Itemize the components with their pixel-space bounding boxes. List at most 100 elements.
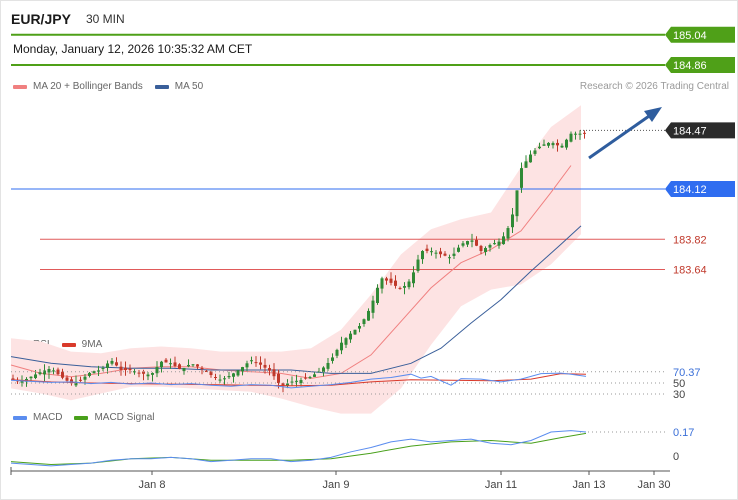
candle-body xyxy=(155,366,159,374)
rsi-ma-legend-label: 9MA xyxy=(81,339,103,350)
ma50-line xyxy=(10,225,582,374)
candle xyxy=(443,251,447,257)
level-tag-label: 185.04 xyxy=(673,30,707,42)
candle-body xyxy=(263,364,267,368)
candle xyxy=(313,372,316,378)
candle-body xyxy=(286,383,289,386)
candle-body xyxy=(47,369,51,373)
candle xyxy=(272,363,276,380)
candle-body xyxy=(106,363,109,369)
candle xyxy=(542,139,546,146)
candle xyxy=(74,375,78,387)
candle-body xyxy=(578,133,582,135)
candle-body xyxy=(380,278,384,289)
candle xyxy=(349,330,352,343)
candle xyxy=(551,141,555,149)
candle-body xyxy=(92,371,96,374)
candle-body xyxy=(412,272,415,284)
candle-body xyxy=(515,190,519,217)
candle xyxy=(124,361,127,376)
candle xyxy=(187,359,190,368)
candle xyxy=(295,374,298,387)
candle-body xyxy=(79,379,82,381)
legend-item-rsi-ma: 9MA xyxy=(61,339,103,350)
candle-body xyxy=(133,371,136,373)
candle xyxy=(511,208,514,234)
price-panel: 185.04 184.86 184.47 184.12 183.82 183.64 xyxy=(10,26,735,414)
candle xyxy=(61,368,64,380)
candle xyxy=(331,353,334,364)
candle xyxy=(119,361,123,376)
candle xyxy=(367,308,370,321)
candle xyxy=(430,247,433,256)
candle xyxy=(448,254,451,264)
candle-body xyxy=(304,377,307,379)
candle xyxy=(340,336,343,355)
candle xyxy=(232,372,235,383)
rsi-level-label-0: 70.37 xyxy=(673,367,701,379)
candle xyxy=(538,142,541,150)
candle-body xyxy=(101,367,105,369)
candle-body xyxy=(439,251,442,255)
candle xyxy=(146,372,150,381)
macd-swatch xyxy=(13,415,27,420)
candle-body xyxy=(20,381,24,383)
candle-body xyxy=(160,361,163,368)
candle xyxy=(416,254,420,273)
candle xyxy=(151,372,154,382)
candle xyxy=(164,357,168,363)
ma20-swatch xyxy=(13,84,27,89)
candle-body xyxy=(110,360,114,364)
candle xyxy=(403,282,406,295)
candle-body xyxy=(151,373,154,375)
candle-body xyxy=(479,245,483,252)
candle-body xyxy=(115,362,118,366)
candle-body xyxy=(565,139,568,148)
candle xyxy=(385,276,388,285)
candle-body xyxy=(466,241,469,245)
candles xyxy=(11,130,586,393)
timeframe-label: 30 MIN xyxy=(86,12,125,26)
candle-body xyxy=(452,253,456,256)
ma50-legend-label: MA 50 xyxy=(174,81,204,92)
candle-body xyxy=(173,362,177,366)
candle xyxy=(223,376,226,385)
candle-body xyxy=(70,379,73,384)
candle xyxy=(65,375,69,382)
candle-body xyxy=(470,240,474,242)
candle-body xyxy=(259,362,262,365)
candle xyxy=(137,369,141,378)
candle-body xyxy=(340,342,343,351)
symbol-title: EUR/JPY xyxy=(11,11,71,27)
candle xyxy=(200,365,204,375)
candle xyxy=(578,130,582,140)
candle-body xyxy=(43,370,46,375)
candle-body xyxy=(56,369,60,375)
x-tick-label-0: Jan 8 xyxy=(139,479,166,491)
candle-body xyxy=(362,319,366,325)
candle xyxy=(452,247,456,259)
candle xyxy=(290,376,294,386)
level-tag-0: 185.04 xyxy=(665,26,735,43)
candle xyxy=(173,356,177,368)
candle-body xyxy=(290,381,294,383)
candle-body xyxy=(497,241,501,246)
candle xyxy=(421,250,424,264)
candle xyxy=(191,363,195,367)
macd-signal-legend-label: MACD Signal xyxy=(94,412,155,423)
candle-body xyxy=(65,377,69,381)
candle xyxy=(569,131,573,143)
rsi-ma-line xyxy=(10,373,587,387)
pivot-tag-label: 184.12 xyxy=(673,184,707,196)
candle xyxy=(254,356,258,367)
candle xyxy=(133,369,136,375)
candle-body xyxy=(475,239,478,246)
candle-body xyxy=(367,310,370,321)
candle xyxy=(268,364,271,376)
candle xyxy=(520,162,523,193)
candle-body xyxy=(29,376,33,379)
candle xyxy=(376,284,379,305)
candle xyxy=(565,138,568,150)
